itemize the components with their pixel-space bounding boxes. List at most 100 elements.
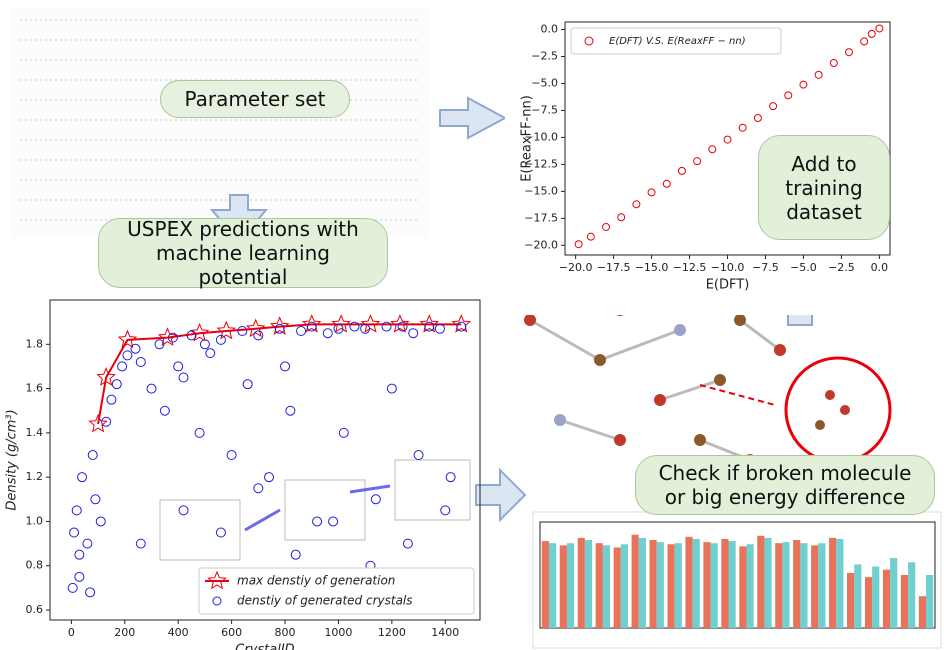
bar <box>585 540 592 628</box>
y-tick-label: −7.5 <box>531 103 558 116</box>
bar <box>721 539 728 628</box>
bar <box>703 542 710 628</box>
x-tick-label: −5.0 <box>790 261 817 274</box>
x-tick-label: 200 <box>114 626 135 639</box>
y-tick-label: 1.2 <box>26 470 44 483</box>
point <box>323 329 332 338</box>
bar <box>908 562 915 628</box>
point <box>435 324 444 333</box>
y-tick-label: 0.8 <box>26 559 44 572</box>
point <box>206 349 215 358</box>
bar <box>800 543 807 628</box>
crystal-thumbnails <box>160 460 470 560</box>
y-axis-label: E(ReaxFF-nn) <box>520 95 535 182</box>
bar <box>872 567 879 628</box>
bar <box>793 540 800 628</box>
bar <box>603 545 610 628</box>
bar <box>621 544 628 628</box>
x-tick-label: 1200 <box>378 626 406 639</box>
point <box>78 473 87 482</box>
bar <box>675 543 682 628</box>
y-tick-label: −5.0 <box>531 76 558 89</box>
legend-label: denstiy of generated crystals <box>237 594 413 608</box>
y-tick-label: 1.0 <box>26 514 44 527</box>
point <box>281 362 290 371</box>
point <box>387 384 396 393</box>
x-axis-label: E(DFT) <box>706 278 750 293</box>
y-tick-label: −20.0 <box>524 238 558 251</box>
point <box>118 362 127 371</box>
bar <box>829 538 836 628</box>
point <box>68 583 77 592</box>
bar <box>746 544 753 628</box>
point <box>136 358 145 367</box>
point <box>403 539 412 548</box>
point <box>195 428 204 437</box>
figure: −20.0−17.5−15.0−12.5−10.0−7.5−5.0−2.50.0… <box>0 0 944 650</box>
bar <box>567 543 574 628</box>
parameter-table <box>10 8 430 238</box>
bar <box>542 541 549 628</box>
x-tick-label: 1400 <box>431 626 459 639</box>
point <box>254 331 263 340</box>
point <box>70 528 79 537</box>
legend-label: E(DFT) V.S. E(ReaxFF − nn) <box>609 36 746 47</box>
point <box>446 473 455 482</box>
y-tick-label: 1.4 <box>26 426 44 439</box>
x-tick-label: −10.0 <box>711 261 745 274</box>
check-label: Check if broken molecule or big energy d… <box>635 455 935 515</box>
bar <box>667 544 674 628</box>
bar <box>632 535 639 628</box>
x-tick-label: −17.5 <box>597 261 631 274</box>
point <box>107 395 116 404</box>
bar <box>650 540 657 628</box>
point <box>216 528 225 537</box>
bar <box>549 543 556 628</box>
bar <box>890 558 897 628</box>
x-axis-label: CrystalID <box>235 643 294 650</box>
x-tick-label: −15.0 <box>635 261 669 274</box>
chart <box>533 512 941 648</box>
bar <box>657 542 664 628</box>
point <box>174 362 183 371</box>
y-axis-label: Density (g/cm³) <box>5 409 20 510</box>
point <box>414 451 423 460</box>
bar <box>775 543 782 628</box>
point <box>457 322 466 331</box>
point <box>131 344 140 353</box>
bar <box>926 575 933 628</box>
point <box>88 451 97 460</box>
bar <box>818 543 825 628</box>
bar <box>847 573 854 628</box>
x-tick-label: −20.0 <box>559 261 593 274</box>
x-tick-label: 400 <box>168 626 189 639</box>
point <box>75 550 84 559</box>
bar <box>739 546 746 628</box>
canvas: −20.0−17.5−15.0−12.5−10.0−7.5−5.0−2.50.0… <box>0 0 944 650</box>
point <box>179 373 188 382</box>
point <box>147 384 156 393</box>
bar <box>883 570 890 628</box>
bar <box>614 547 621 628</box>
y-tick-label: −2.5 <box>531 50 558 63</box>
bar <box>836 539 843 628</box>
x-tick-label: 0.0 <box>871 261 889 274</box>
x-tick-label: −7.5 <box>752 261 779 274</box>
y-tick-label: 0.0 <box>541 23 559 36</box>
bar <box>854 564 861 628</box>
point <box>441 506 450 515</box>
bar <box>560 545 567 628</box>
y-tick-label: −17.5 <box>524 211 558 224</box>
point <box>329 517 338 526</box>
x-tick-label: 600 <box>221 626 242 639</box>
bar <box>639 538 646 628</box>
x-tick-label: 0 <box>68 626 75 639</box>
add-label: Add to training dataset <box>758 135 890 240</box>
point <box>286 406 295 415</box>
point <box>75 572 84 581</box>
point <box>291 550 300 559</box>
point <box>136 539 145 548</box>
bar <box>919 596 926 628</box>
point <box>313 517 322 526</box>
y-tick-label: −15.0 <box>524 184 558 197</box>
